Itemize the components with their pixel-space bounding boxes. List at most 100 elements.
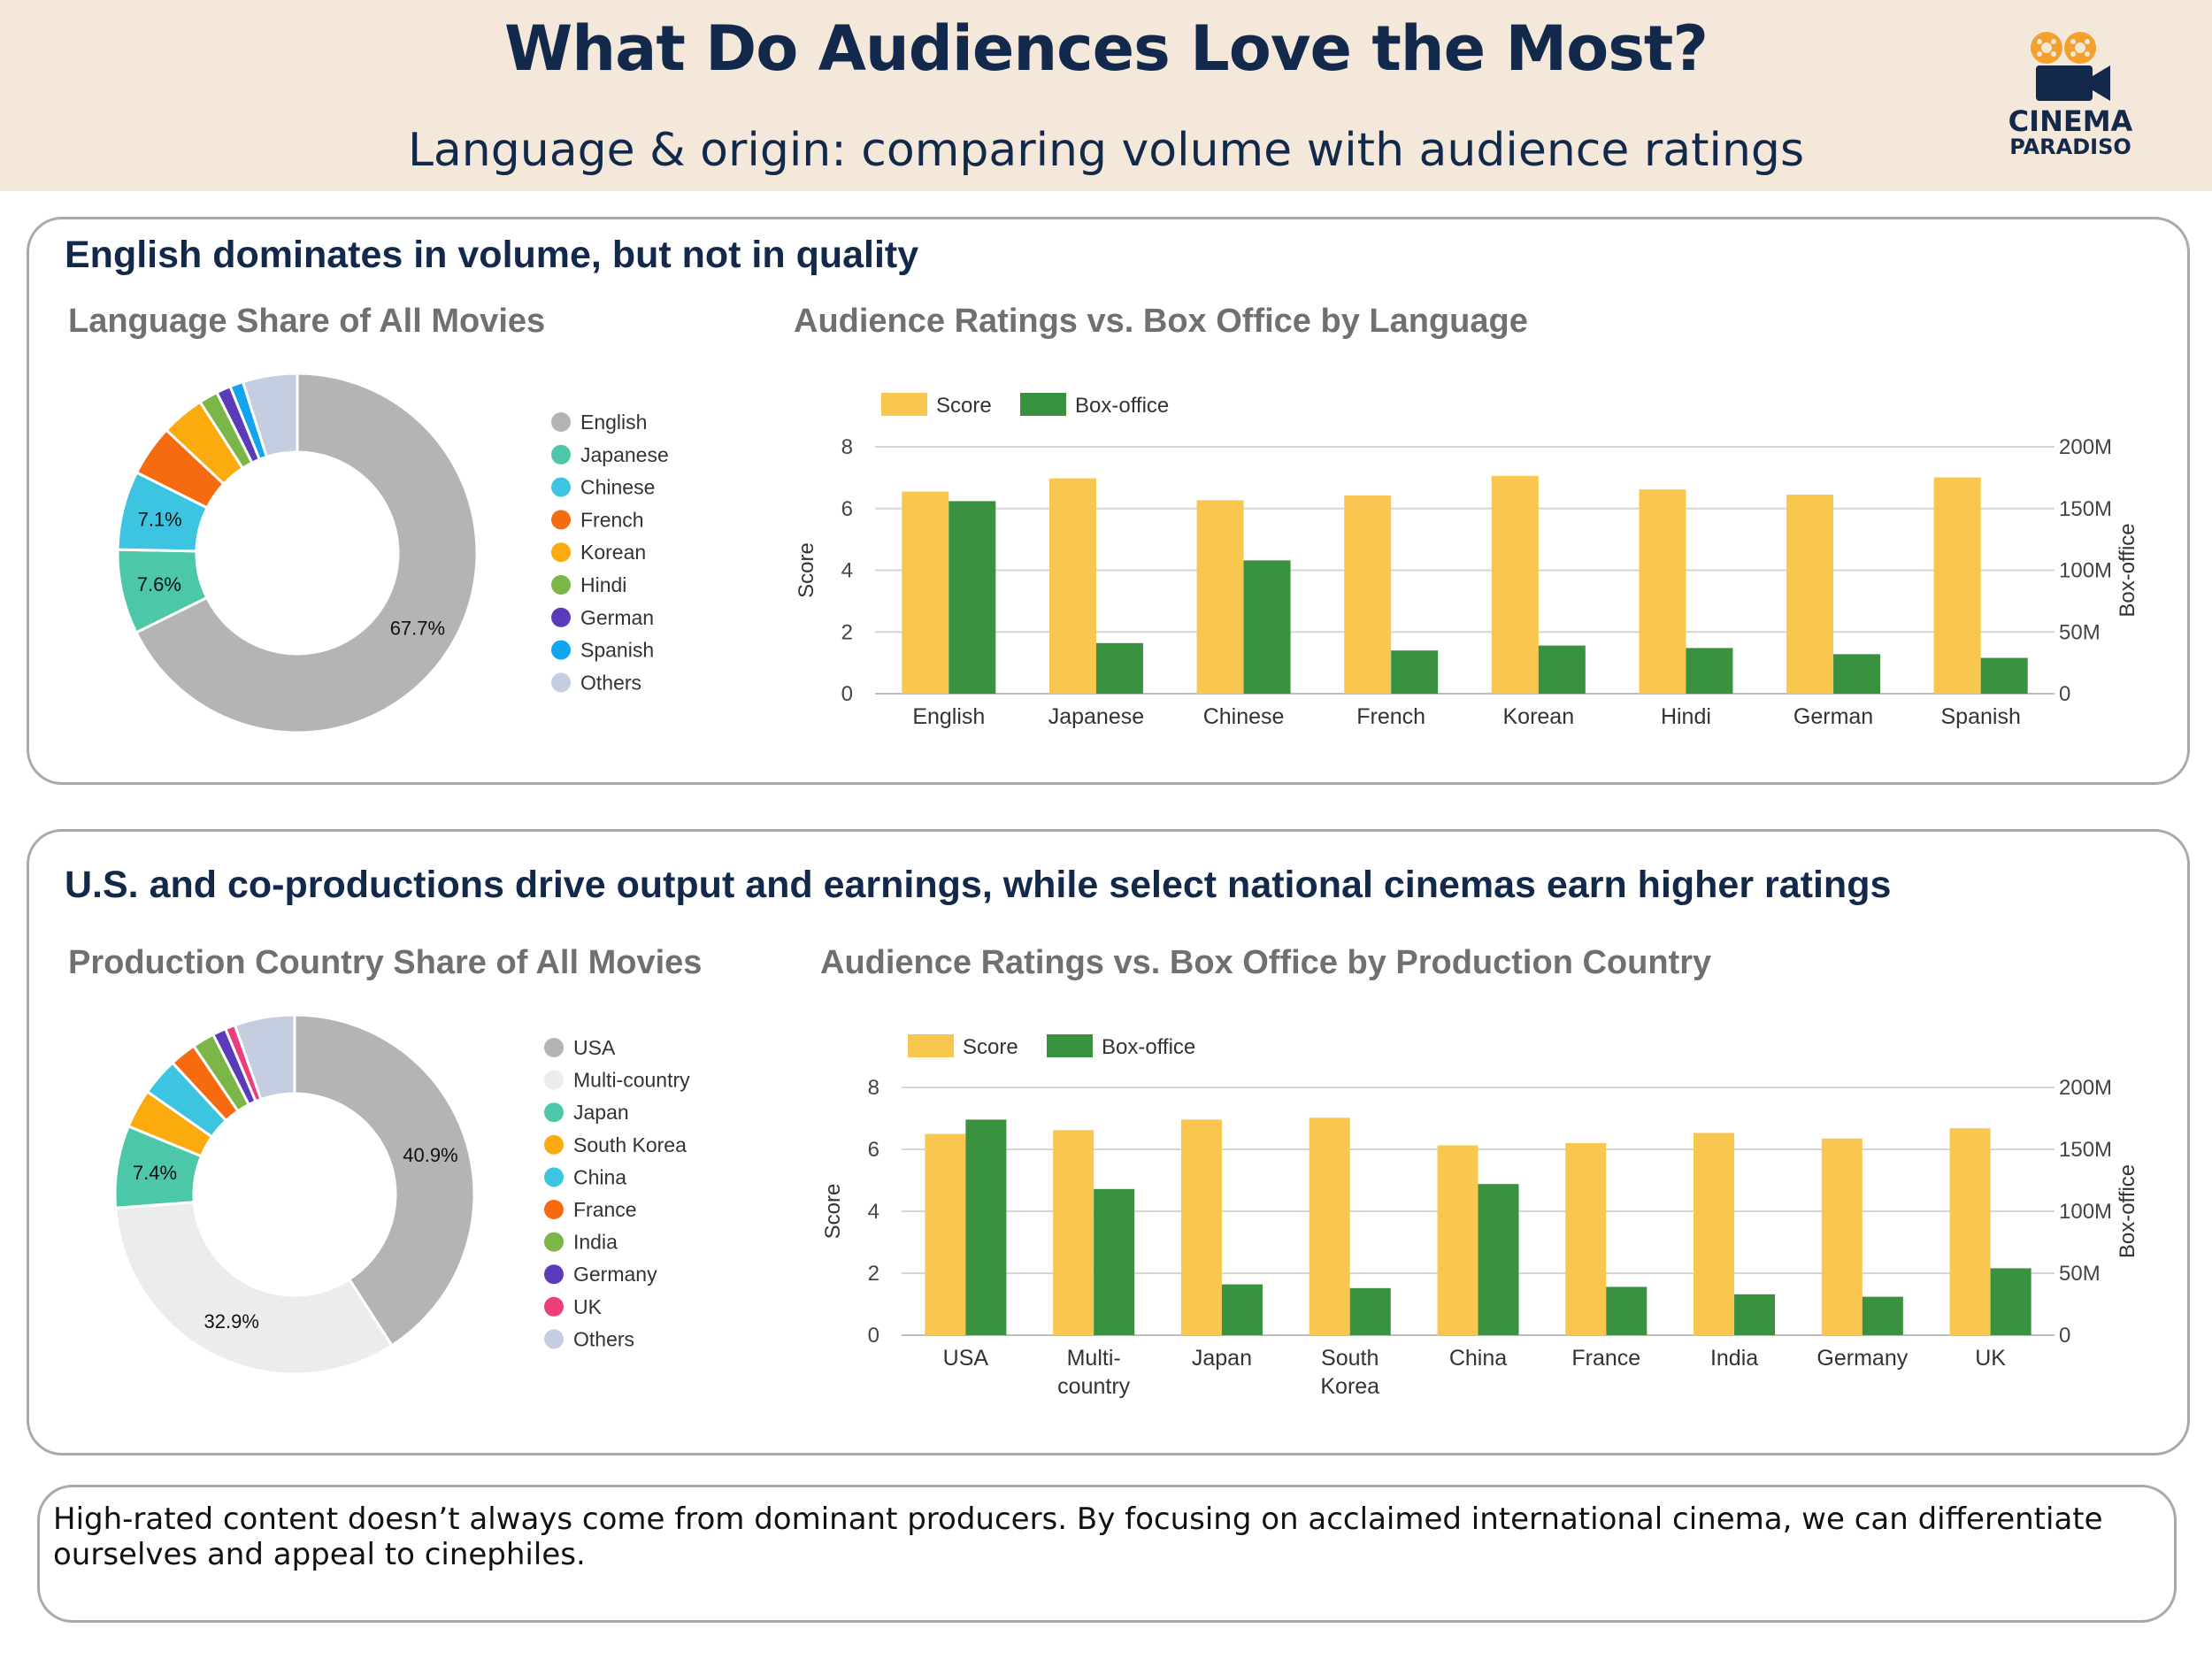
x-tick-label-hindi: Hindi bbox=[1661, 704, 1711, 729]
legend-label-chinese: Chinese bbox=[580, 476, 655, 499]
y-axis-title: Score bbox=[821, 1184, 845, 1240]
y-right-tick-label: 150M bbox=[2059, 497, 2112, 521]
language-bar-title: Audience Ratings vs. Box Office by Langu… bbox=[794, 303, 1528, 340]
bar-score-japan bbox=[1180, 1119, 1222, 1335]
y-axis-title: Score bbox=[795, 542, 818, 598]
legend-label-spanish: Spanish bbox=[580, 639, 654, 662]
x-tick-label-french: French bbox=[1356, 704, 1425, 729]
legend-marker-japan bbox=[544, 1102, 564, 1123]
y-right-tick-label: 0 bbox=[2059, 1324, 2070, 1348]
bar-score-english bbox=[902, 491, 949, 694]
country-panel-heading: U.S. and co-productions drive output and… bbox=[65, 864, 1892, 906]
legend-label-china: China bbox=[573, 1165, 626, 1188]
legend-swatch-score bbox=[881, 393, 927, 416]
x-tick-label-japan: Japan bbox=[1192, 1346, 1252, 1371]
x-tick-label-japanese: Japanese bbox=[1048, 704, 1144, 729]
x-tick-label-spanish: Spanish bbox=[1941, 704, 2021, 729]
legend-label-south-korea: South Korea bbox=[573, 1133, 687, 1156]
pie-slice-usa bbox=[293, 1013, 476, 1348]
bar-score-spanish bbox=[1933, 477, 1981, 694]
legend-marker-germany bbox=[544, 1264, 564, 1285]
y-tick-label: 6 bbox=[841, 497, 853, 521]
bar-box-office-hindi bbox=[1686, 648, 1733, 694]
legend-swatch-box-office bbox=[1020, 393, 1066, 416]
x-tick-label-uk: UK bbox=[1975, 1346, 2006, 1371]
legend-marker-uk bbox=[544, 1296, 564, 1317]
legend-marker-german bbox=[551, 607, 571, 627]
bar-score-south-korea bbox=[1309, 1118, 1350, 1335]
bar-score-german bbox=[1786, 495, 1834, 694]
bar-box-office-japan bbox=[1221, 1284, 1263, 1335]
legend-label-hindi: Hindi bbox=[580, 573, 626, 596]
legend-label-score: Score bbox=[936, 394, 992, 418]
bar-score-multi-country bbox=[1053, 1130, 1094, 1335]
legend-swatch-box-office bbox=[1047, 1034, 1093, 1057]
y-tick-label: 2 bbox=[841, 620, 853, 644]
bar-box-office-japanese bbox=[1095, 642, 1143, 694]
legend-marker-usa bbox=[544, 1038, 564, 1057]
y-right-axis-title: Box-office bbox=[2116, 1164, 2139, 1258]
bar-box-office-multi-country bbox=[1094, 1188, 1135, 1335]
bar-score-usa bbox=[925, 1133, 966, 1335]
legend-label-uk: UK bbox=[573, 1295, 603, 1318]
x-tick-label-korean: Korean bbox=[1503, 704, 1575, 729]
pie-data-label-japan: 7.4% bbox=[133, 1162, 177, 1184]
country-donut-chart: 40.9% 32.9% 7.4% USA Multi-country Japan South… bbox=[113, 1013, 690, 1376]
country-bar-title: Audience Ratings vs. Box Office by Produ… bbox=[820, 944, 1712, 981]
x-tick-label-france: France bbox=[1571, 1346, 1640, 1371]
x-tick-label-chinese: Chinese bbox=[1203, 704, 1285, 729]
pie-data-label-japanese: 7.6% bbox=[137, 573, 181, 595]
y-right-tick-label: 200M bbox=[2059, 1076, 2112, 1100]
legend-marker-french bbox=[551, 510, 571, 530]
bar-score-india bbox=[1694, 1133, 1735, 1335]
legend-label-france: France bbox=[573, 1198, 637, 1221]
bar-score-hindi bbox=[1639, 489, 1686, 694]
y-right-tick-label: 50M bbox=[2059, 620, 2101, 644]
pie-slice-others bbox=[233, 1013, 296, 1102]
bar-score-france bbox=[1565, 1143, 1607, 1335]
bar-box-office-french bbox=[1391, 650, 1439, 694]
legend-marker-japanese bbox=[551, 444, 571, 465]
y-right-tick-label: 200M bbox=[2059, 435, 2112, 459]
bar-box-office-uk bbox=[1990, 1268, 2032, 1335]
legend-marker-english bbox=[551, 412, 571, 432]
legend-label-box-office: Box-office bbox=[1075, 394, 1169, 418]
legend-label-french: French bbox=[580, 508, 644, 531]
bar-box-office-china bbox=[1478, 1184, 1519, 1335]
legend-marker-others bbox=[551, 672, 571, 693]
legend-marker-korean bbox=[551, 542, 571, 563]
x-tick-label-multi-country: country bbox=[1057, 1374, 1130, 1399]
movie-camera-icon bbox=[2031, 32, 2110, 101]
legend-label-score: Score bbox=[963, 1035, 1018, 1059]
legend-label-box-office: Box-office bbox=[1102, 1035, 1195, 1059]
y-right-tick-label: 150M bbox=[2059, 1138, 2112, 1162]
bar-score-germany bbox=[1821, 1138, 1863, 1335]
y-right-axis-title: Box-office bbox=[2116, 523, 2139, 617]
bar-box-office-south-korea bbox=[1349, 1287, 1391, 1335]
legend-label-english: English bbox=[580, 411, 647, 434]
legend-marker-multi-country bbox=[544, 1070, 564, 1090]
y-tick-label: 6 bbox=[868, 1138, 879, 1162]
legend-marker-spanish bbox=[551, 640, 571, 660]
bar-box-office-korean bbox=[1538, 645, 1586, 694]
legend-swatch-score bbox=[908, 1034, 954, 1057]
x-tick-label-usa: USA bbox=[943, 1346, 989, 1371]
header-banner bbox=[0, 0, 2212, 191]
pie-slice-others bbox=[241, 372, 299, 459]
bar-score-china bbox=[1437, 1145, 1479, 1335]
legend-label-usa: USA bbox=[573, 1036, 616, 1059]
legend-label-india: India bbox=[573, 1231, 618, 1254]
x-tick-label-english: English bbox=[912, 704, 985, 729]
language-panel-heading: English dominates in volume, but not in … bbox=[65, 234, 919, 276]
legend-label-germany: Germany bbox=[573, 1263, 657, 1286]
x-tick-label-germany: Germany bbox=[1816, 1346, 1908, 1371]
x-tick-label-german: German bbox=[1793, 704, 1873, 729]
y-right-tick-label: 100M bbox=[2059, 1200, 2112, 1224]
country-pie-title: Production Country Share of All Movies bbox=[68, 944, 703, 981]
legend-marker-france bbox=[544, 1200, 564, 1219]
legend-label-multi-country: Multi-country bbox=[573, 1069, 690, 1092]
bar-box-office-chinese bbox=[1243, 560, 1291, 694]
legend-marker-china bbox=[544, 1167, 564, 1187]
x-tick-label-south-korea: Korea bbox=[1320, 1374, 1379, 1399]
y-right-tick-label: 100M bbox=[2059, 559, 2112, 583]
